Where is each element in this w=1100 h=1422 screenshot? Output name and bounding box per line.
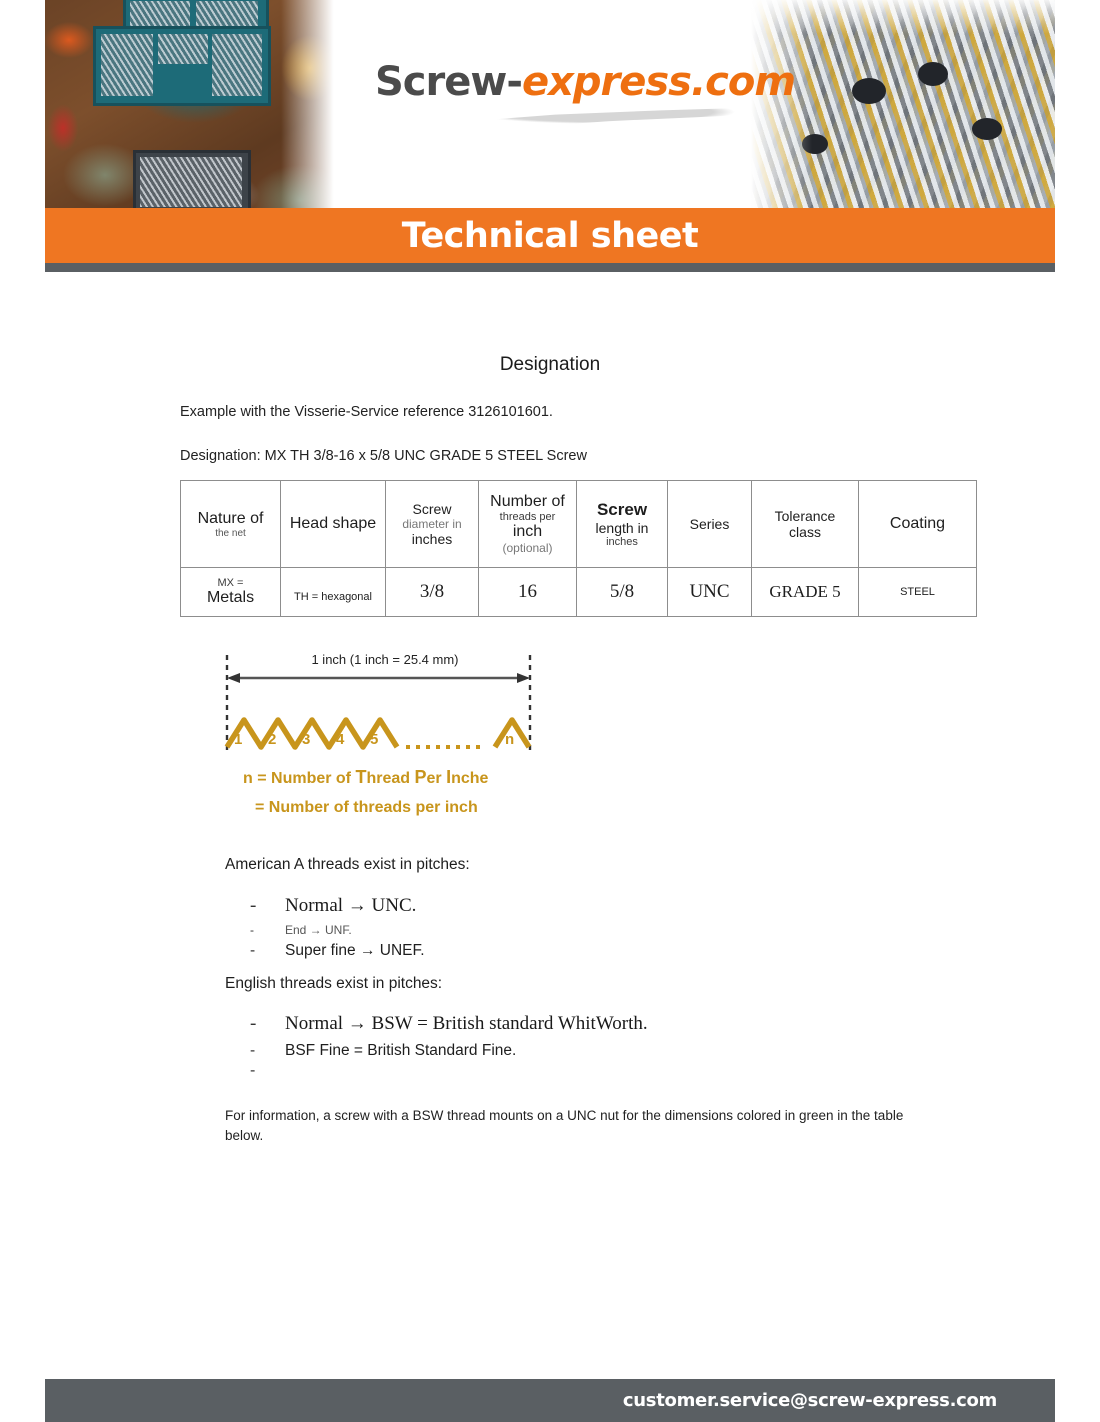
cell-screw-diameter-value: 3/8: [385, 567, 479, 617]
english-threads-lead: English threads exist in pitches:: [225, 975, 443, 992]
thread-legend-secondary: = Number of threads per inch: [255, 799, 478, 816]
header-cell-screw-length: Screw length in inches: [576, 480, 668, 568]
technical-sheet-title-bar: Technical sheet: [45, 208, 1055, 263]
cell-tolerance-class-value: GRADE 5: [751, 567, 859, 617]
header-banner: Screw-express.com: [45, 0, 1055, 214]
header-cell-screw-diameter: Screw diameter in inches: [385, 480, 479, 568]
photo-detail: [918, 62, 948, 86]
thread-pitch-diagram: 1 inch (1 inch = 25.4 mm) 1 2 3 4 5 n: [220, 652, 550, 757]
designation-table: Nature of the net Head shape Screw diame…: [180, 480, 977, 617]
section-title-designation: Designation: [499, 354, 601, 375]
footer-email-address[interactable]: customer.service@screw-express.com: [622, 1390, 997, 1411]
title-underbar-divider: [45, 263, 1055, 272]
cell-nature-value: MX = Metals: [180, 567, 281, 617]
logo-text-accent: express.com: [521, 59, 796, 105]
thread-legend-primary: n = Number of Thread Per Inche: [243, 767, 489, 787]
table-data-row: MX = Metals TH = hexagonal 3/8 16 5/8 UN…: [180, 567, 977, 617]
header-cell-nature: Nature of the net: [180, 480, 281, 568]
site-logo: Screw-express.com: [375, 59, 796, 138]
list-item: Super fine → UNEF.: [250, 939, 425, 963]
tooth-number-4: 4: [336, 731, 345, 748]
logo-wordmark: Screw-express.com: [375, 59, 796, 105]
thread-zigzag-last: [492, 717, 532, 749]
american-threads-list: Normal → UNC. End → UNF. Super fine → UN…: [250, 892, 425, 963]
document-content: Designation Example with the Visserie-Se…: [45, 272, 1055, 1143]
tooth-number-3: 3: [302, 731, 311, 748]
photo-detail: [133, 150, 251, 214]
assorted-screws-photo: [740, 0, 1055, 214]
cell-threads-per-inch-value: 16: [478, 567, 577, 617]
photo-fade: [281, 0, 345, 214]
example-reference-line: Example with the Visserie-Service refere…: [180, 404, 553, 420]
thread-zigzag-main: [224, 717, 400, 750]
thread-diagram-svg: [224, 655, 532, 752]
list-item: End → UNF.: [250, 921, 425, 940]
list-item: Normal → UNC.: [250, 892, 425, 921]
tooth-number-5: 5: [370, 731, 379, 748]
header-cell-series: Series: [667, 480, 752, 568]
logo-swoosh-icon: [410, 108, 740, 138]
header-cell-head-shape: Head shape: [280, 480, 386, 568]
list-item: BSF Fine = British Standard Fine.: [250, 1039, 648, 1063]
logo-text-primary: Screw-: [375, 59, 523, 105]
header-cell-threads-per-inch: Number of threads per inch (optional): [478, 480, 577, 568]
tooth-number-1: 1: [234, 731, 243, 748]
photo-detail: [93, 26, 271, 106]
cell-head-shape-value: TH = hexagonal: [280, 567, 386, 617]
cell-series-value: UNC: [667, 567, 752, 617]
cell-coating-value: STEEL: [858, 567, 977, 617]
photo-detail: [972, 118, 1002, 140]
footer-bar: customer.service@screw-express.com: [45, 1379, 1055, 1422]
workshop-screws-photo: [45, 0, 345, 214]
table-header-row: Nature of the net Head shape Screw diame…: [180, 480, 977, 568]
footnote-paragraph: For information, a screw with a BSW thre…: [225, 1107, 904, 1144]
list-item: [250, 1062, 648, 1082]
tooth-number-n: n: [505, 731, 515, 748]
arrow-head-right: [517, 673, 530, 683]
document-page: Screw-express.com Technical sheet Design…: [45, 0, 1055, 1422]
american-threads-lead: American A threads exist in pitches:: [225, 856, 470, 873]
tooth-number-2: 2: [268, 731, 277, 748]
list-item: Normal → BSW = British standard WhitWort…: [250, 1010, 648, 1039]
english-threads-list: Normal → BSW = British standard WhitWort…: [250, 1010, 648, 1082]
dimension-label: 1 inch (1 inch = 25.4 mm): [311, 652, 459, 667]
arrow-head-left: [227, 673, 240, 683]
page-title: Technical sheet: [401, 215, 699, 256]
header-cell-tolerance-class: Tolerance class: [751, 480, 859, 568]
photo-fade: [740, 0, 812, 214]
photo-detail: [852, 78, 886, 104]
cell-screw-length-value: 5/8: [576, 567, 668, 617]
designation-string-line: Designation: MX TH 3/8-16 x 5/8 UNC GRAD…: [180, 448, 587, 465]
photo-fade: [740, 0, 1055, 34]
header-cell-coating: Coating: [858, 480, 977, 568]
